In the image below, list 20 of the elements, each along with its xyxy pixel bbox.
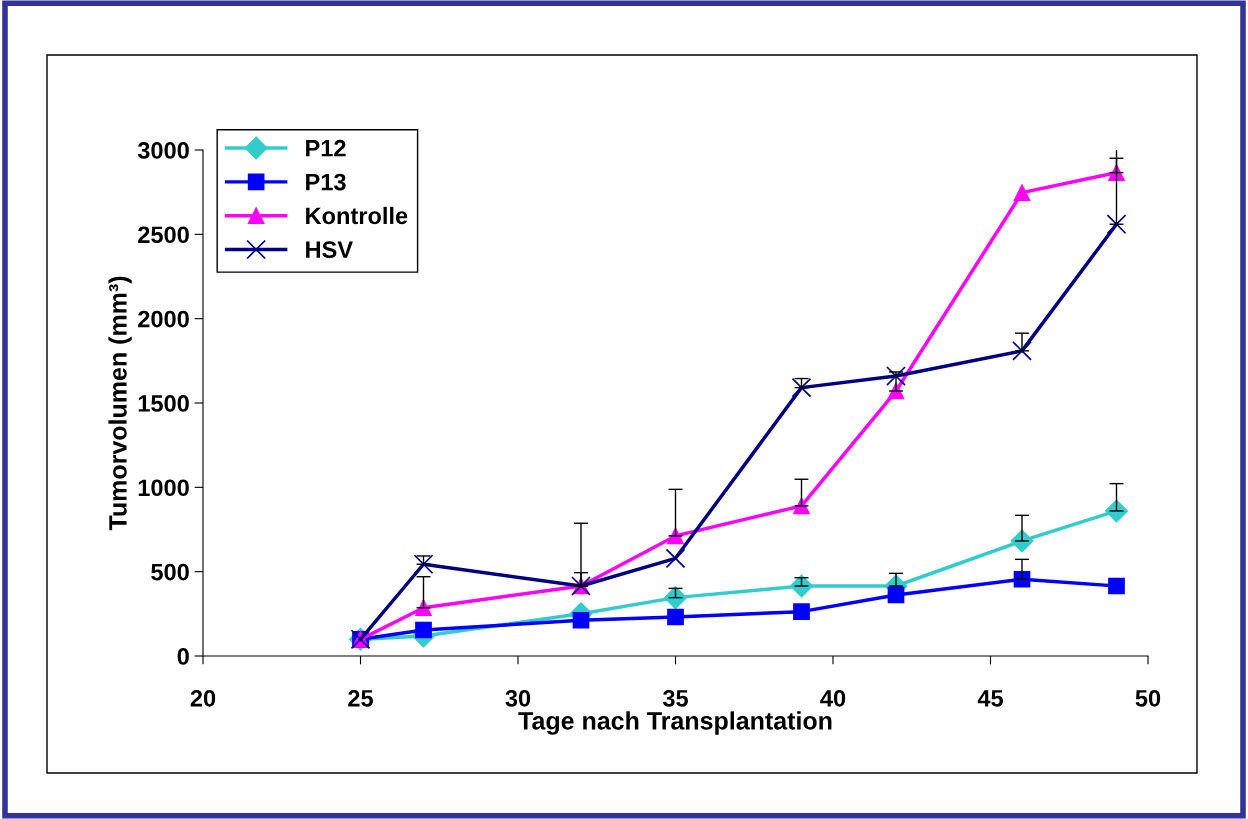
x-tick-label: 40 [820,689,846,707]
y-tick-label: 500 [151,563,189,581]
y-tick-label: 2000 [138,310,189,328]
x-tick-label: 50 [1135,689,1161,707]
legend-label: HSV [306,241,353,258]
y-tick-label: 2500 [138,226,189,244]
legend-label: P13 [306,173,346,191]
y-axis-title: Tumorvolumen (mm³) [108,276,132,531]
x-axis-title: Tage nach Transplantation [518,711,832,735]
x-tick-label: 45 [977,690,1003,707]
y-tick-label: 1000 [138,479,189,497]
y-tick-label: 3000 [137,142,189,159]
y-tick-label: 1500 [138,395,189,412]
x-tick-label: 30 [505,689,531,707]
y-tick-label: 0 [177,648,189,665]
legend-label: Kontrolle [306,206,408,225]
x-tick-label: 25 [348,689,373,707]
legend-label: P12 [306,139,346,157]
x-tick-label: 35 [662,689,688,707]
x-tick-label: 20 [190,689,216,707]
